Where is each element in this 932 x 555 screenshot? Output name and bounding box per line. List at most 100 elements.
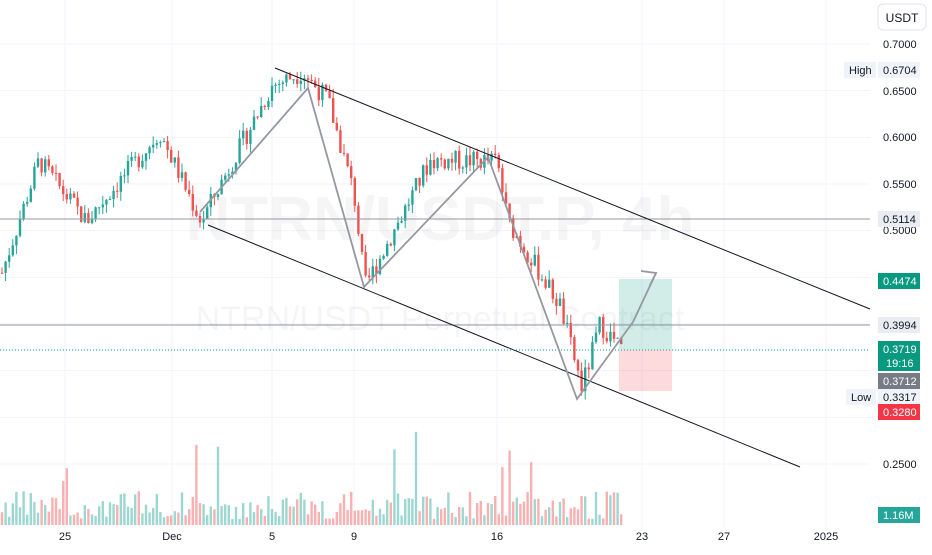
target-zone[interactable]: [619, 279, 672, 350]
candle-body: [368, 275, 371, 278]
volume-bar: [566, 517, 569, 525]
volume-bar: [346, 509, 349, 525]
volume-bar: [83, 505, 86, 525]
zigzag-path[interactable]: [199, 86, 634, 401]
stop-zone[interactable]: [619, 350, 672, 391]
volume-bar: [404, 499, 407, 525]
candle-body: [458, 150, 461, 169]
volume-bar: [332, 518, 335, 525]
candle-body: [148, 147, 151, 154]
candle-body: [170, 150, 173, 163]
candle-body: [580, 370, 583, 392]
volume-bar: [234, 506, 238, 525]
candle-body: [616, 337, 619, 339]
volume-bar: [119, 494, 122, 525]
channel-upper-line[interactable]: [274, 67, 871, 310]
volume-bar: [339, 503, 342, 525]
candle-body: [26, 201, 29, 204]
price-tick: 0.2500: [883, 459, 917, 471]
candle-body: [558, 298, 562, 306]
date-axis[interactable]: 25 Dec 5 9 16 23 27 2025: [59, 531, 838, 543]
high-tag: High 0.6704: [844, 62, 920, 78]
currency-button[interactable]: USDT: [877, 3, 927, 31]
volume-bar: [173, 511, 176, 525]
volume-bar: [468, 491, 472, 525]
volume-bar: [47, 511, 50, 525]
volume-bar: [58, 508, 61, 525]
volume-bar: [432, 518, 436, 525]
candle-body: [58, 172, 61, 187]
candle-body: [72, 193, 76, 198]
candle-body: [609, 331, 612, 342]
candle-body: [425, 165, 428, 175]
volume-bar: [260, 509, 263, 525]
volume-bar: [288, 506, 292, 525]
volume-bar: [278, 516, 281, 525]
candle-body: [202, 218, 205, 223]
volume-bar: [321, 501, 324, 525]
volume-bar: [166, 516, 169, 525]
candle-body: [357, 205, 360, 234]
candle-body: [422, 165, 425, 186]
volume-bar: [342, 494, 346, 525]
volume-bar: [238, 518, 241, 525]
candle-body: [281, 82, 284, 84]
candle-body: [274, 84, 277, 86]
candle-body: [11, 245, 14, 256]
volume-bar: [209, 506, 212, 525]
candle-body: [530, 262, 533, 266]
volume-bar: [533, 499, 536, 525]
volume-bar: [184, 515, 187, 525]
candle-body: [533, 254, 536, 266]
volume-bar: [429, 498, 432, 525]
volume-bar: [170, 515, 173, 525]
svg-text:Low: Low: [851, 392, 871, 404]
candle-body: [432, 159, 436, 169]
volume-bar: [515, 497, 518, 525]
currency-label: USDT: [886, 11, 919, 25]
candle-body: [191, 194, 194, 211]
candle-body: [346, 153, 349, 167]
volume-bar: [609, 495, 612, 525]
volume-bar: [130, 508, 133, 525]
volume-bar: [152, 507, 155, 525]
candle-body: [382, 255, 385, 259]
candle-body: [18, 219, 22, 236]
candle-body: [234, 162, 238, 172]
candle-body: [256, 116, 259, 118]
candle-body: [620, 337, 623, 345]
candle-body: [569, 322, 572, 338]
candle-body: [364, 251, 367, 276]
volume-bar: [544, 509, 547, 525]
volume-bar: [18, 507, 22, 525]
candles[interactable]: [0, 71, 623, 400]
volume-bar: [292, 506, 295, 525]
channel-lower-line[interactable]: [207, 224, 801, 468]
volume-bar: [162, 517, 166, 525]
volume-tag: 1.16M: [878, 507, 920, 523]
candle-body: [537, 254, 540, 280]
candle-body: [126, 160, 130, 176]
candle-body: [83, 212, 86, 222]
volume-bar: [508, 450, 511, 525]
candle-body: [166, 141, 169, 151]
volume-bar: [177, 512, 180, 525]
candle-body: [587, 367, 590, 370]
candle-body: [62, 186, 65, 195]
candle-body: [177, 157, 180, 178]
volume-bar: [144, 504, 148, 525]
candle-body: [418, 177, 421, 186]
volume-bar: [310, 501, 313, 525]
candle-body: [605, 337, 608, 342]
candle-body: [497, 154, 500, 169]
volume-bar: [612, 492, 616, 525]
volume-bar: [26, 514, 29, 525]
volume-bar: [360, 510, 364, 525]
level-tag-1: 0.5114: [878, 211, 920, 227]
volume-bar: [407, 497, 410, 525]
candle-body: [260, 106, 263, 118]
price-axis[interactable]: 0.7000 0.6500 0.6000 0.5500 0.5000 0.250…: [883, 39, 917, 471]
date-tick: Dec: [162, 531, 182, 543]
